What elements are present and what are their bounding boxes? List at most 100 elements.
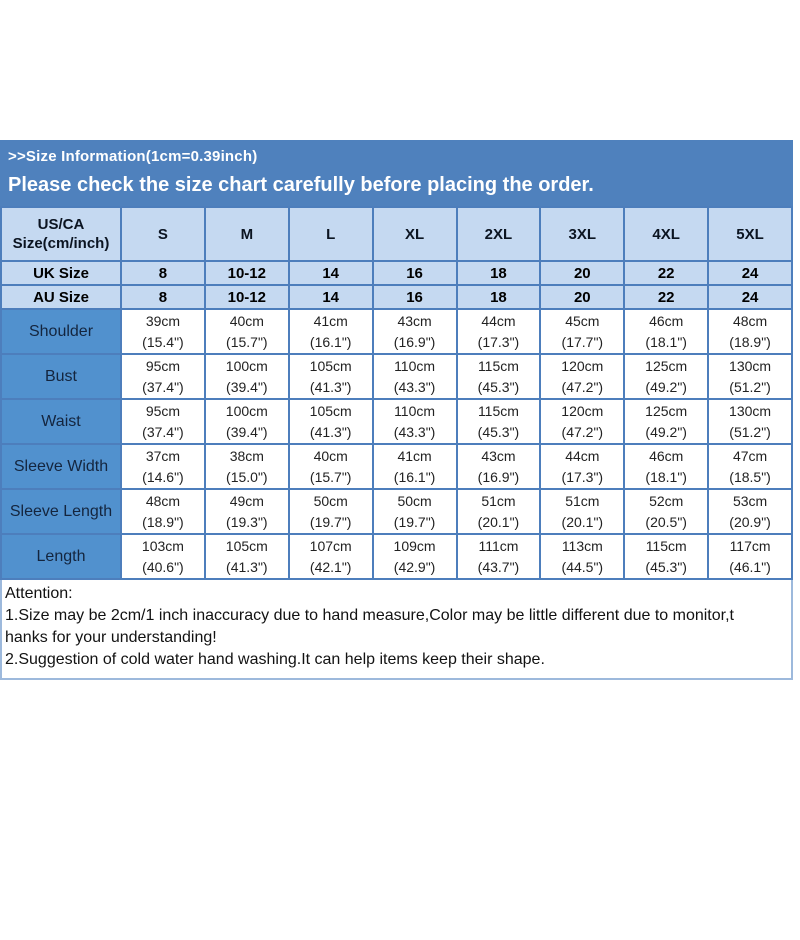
measurement-value-cell: 50cm (19.7") [287, 488, 374, 535]
value-cm: 105cm [309, 402, 352, 419]
value-inch: (20.9") [729, 513, 771, 530]
measurement-row: Waist 95cm (37.4") 100cm (39.4") 105cm (41.3")… [0, 398, 793, 445]
value-cm: 100cm [225, 402, 268, 419]
measurement-label: Length [0, 533, 122, 580]
size-column-header: 3XL [539, 206, 626, 262]
size-value-cell: 22 [623, 260, 710, 286]
value-inch: (17.7") [561, 333, 604, 350]
value-cm: 44cm [481, 312, 516, 329]
corner-header-line: US/CA [37, 216, 85, 233]
value-inch: (41.3") [309, 423, 352, 440]
value-inch: (37.4") [142, 378, 184, 395]
value-inch: (45.3") [477, 378, 520, 395]
measurement-value-cell: 43cm (16.9") [371, 308, 458, 355]
value-cm: 40cm [229, 312, 264, 329]
value-cm: 41cm [397, 447, 432, 464]
measurement-value-cell: 49cm (19.3") [203, 488, 290, 535]
value-cm: 47cm [732, 447, 768, 464]
value-cm: 117cm [729, 537, 771, 554]
measurement-value-cell: 53cm (20.9") [707, 488, 793, 535]
value-inch: (49.2") [645, 423, 687, 440]
attention-box: Attention: 1.Size may be 2cm/1 inch inacc… [0, 580, 793, 680]
measurement-value-cell: 130cm (51.2") [707, 353, 793, 400]
value-inch: (19.3") [226, 513, 268, 530]
measurement-row: Sleeve Length 48cm (18.9") 49cm (19.3") 50cm (… [0, 488, 793, 535]
value-inch: (18.5") [729, 468, 771, 485]
value-inch: (45.3") [477, 423, 520, 440]
measurement-value-cell: 47cm (18.5") [707, 443, 793, 490]
measurement-value-cell: 115cm (45.3") [455, 398, 542, 445]
size-chart-header: US/CA Size(cm/inch) S M L XL 2XL 3XL 4XL 5XL [0, 206, 793, 262]
measurement-value-cell: 37cm (14.6") [120, 443, 206, 490]
value-inch: (37.4") [142, 423, 184, 440]
measurement-value-cell: 41cm (16.1") [287, 308, 374, 355]
size-chart-table: US/CA Size(cm/inch) S M L XL 2XL 3XL 4XL 5XL UK S… [0, 206, 793, 580]
value-cm: 38cm [229, 447, 264, 464]
value-cm: 48cm [145, 492, 181, 509]
measurement-value-cell: 41cm (16.1") [371, 443, 458, 490]
measurement-value-cell: 44cm (17.3") [455, 308, 542, 355]
size-value-cell: 20 [539, 260, 626, 286]
value-cm: 53cm [732, 492, 768, 509]
measurement-value-cell: 43cm (16.9") [455, 443, 542, 490]
measurement-value-cell: 117cm (46.1") [707, 533, 793, 580]
value-cm: 51cm [481, 492, 516, 509]
measurement-value-cell: 110cm (43.3") [371, 353, 458, 400]
measurement-value-cell: 105cm (41.3") [287, 398, 374, 445]
size-row-label: AU Size [0, 284, 122, 310]
value-inch: (39.4") [226, 423, 268, 440]
value-inch: (51.2") [729, 378, 771, 395]
measurement-row: Bust 95cm (37.4") 100cm (39.4") 105cm (41.3") 1… [0, 353, 793, 400]
measurement-value-cell: 46cm (18.1") [623, 308, 710, 355]
value-inch: (46.1") [729, 558, 771, 575]
value-cm: 130cm [729, 402, 772, 419]
value-cm: 41cm [313, 312, 348, 329]
size-chart-page: >>Size Information(1cm=0.39inch) Please … [0, 140, 793, 680]
value-cm: 105cm [309, 357, 352, 374]
value-inch: (42.9") [393, 558, 436, 575]
value-inch: (47.2") [561, 423, 604, 440]
attention-line: hanks for your understanding! [5, 629, 217, 646]
size-value-cell: 8 [120, 284, 206, 310]
value-inch: (16.9") [477, 468, 520, 485]
value-inch: (15.7") [226, 333, 268, 350]
value-inch: (40.6") [142, 558, 184, 575]
header-row: US/CA Size(cm/inch) S M L XL 2XL 3XL 4XL 5XL [0, 206, 793, 262]
measurement-value-cell: 111cm (43.7") [455, 533, 542, 580]
size-value-cell: 24 [707, 284, 793, 310]
value-inch: (15.4") [142, 333, 184, 350]
value-inch: (18.1") [645, 333, 687, 350]
value-inch: (15.0") [226, 468, 268, 485]
value-cm: 51cm [565, 492, 600, 509]
value-inch: (19.7") [393, 513, 436, 530]
size-value-cell: 18 [455, 284, 542, 310]
size-value-cell: 10-12 [203, 260, 290, 286]
measurement-value-cell: 95cm (37.4") [120, 398, 206, 445]
measurement-value-cell: 109cm (42.9") [371, 533, 458, 580]
value-cm: 120cm [561, 402, 604, 419]
size-value-cell: 10-12 [203, 284, 290, 310]
measurement-label: Shoulder [0, 308, 122, 355]
size-column-header: XL [371, 206, 458, 262]
value-cm: 120cm [561, 357, 604, 374]
size-value-cell: 18 [455, 260, 542, 286]
value-inch: (16.1") [309, 333, 352, 350]
measurement-value-cell: 40cm (15.7") [203, 308, 290, 355]
measurement-value-cell: 100cm (39.4") [203, 353, 290, 400]
measurement-value-cell: 52cm (20.5") [623, 488, 710, 535]
value-inch: (18.9") [142, 513, 184, 530]
corner-header-line: Size(cm/inch) [12, 235, 110, 252]
measurement-value-cell: 48cm (18.9") [707, 308, 793, 355]
measurement-value-cell: 95cm (37.4") [120, 353, 206, 400]
size-info-banner: >>Size Information(1cm=0.39inch) Please … [0, 140, 793, 206]
measurement-label: Sleeve Width [0, 443, 122, 490]
value-inch: (49.2") [645, 378, 687, 395]
value-cm: 49cm [229, 492, 264, 509]
value-inch: (18.1") [645, 468, 687, 485]
value-cm: 43cm [397, 312, 432, 329]
size-row: AU Size 8 10-12 14 16 18 20 22 24 [0, 284, 793, 310]
value-cm: 40cm [313, 447, 348, 464]
value-inch: (15.7") [309, 468, 352, 485]
size-value-cell: 24 [707, 260, 793, 286]
value-cm: 125cm [645, 357, 688, 374]
